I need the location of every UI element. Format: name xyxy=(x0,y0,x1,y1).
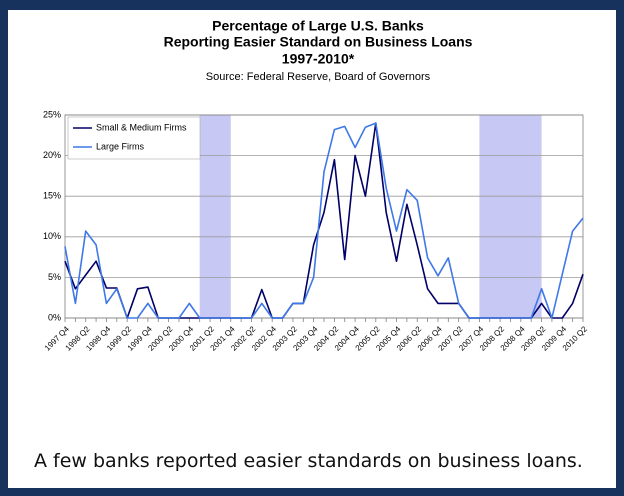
chart-title: Percentage of Large U.S. Banks xyxy=(212,18,424,34)
legend-label: Small & Medium Firms xyxy=(96,122,187,132)
shaded-period xyxy=(199,115,231,318)
chart-title: 1997-2010* xyxy=(282,51,355,67)
shaded-period xyxy=(479,115,542,318)
y-tick-label: 5% xyxy=(48,272,61,282)
legend-box xyxy=(67,116,201,160)
y-tick-label: 25% xyxy=(43,109,61,119)
caption: A few banks reported easier standards on… xyxy=(34,450,583,472)
y-tick-label: 15% xyxy=(43,191,61,201)
y-tick-label: 0% xyxy=(48,312,61,322)
legend-label: Large Firms xyxy=(96,141,145,151)
y-tick-label: 20% xyxy=(43,150,61,160)
chart-subtitle: Source: Federal Reserve, Board of Govern… xyxy=(206,71,431,83)
chart-title: Reporting Easier Standard on Business Lo… xyxy=(164,34,473,50)
series-line xyxy=(64,122,584,319)
y-tick-label: 10% xyxy=(43,231,61,241)
